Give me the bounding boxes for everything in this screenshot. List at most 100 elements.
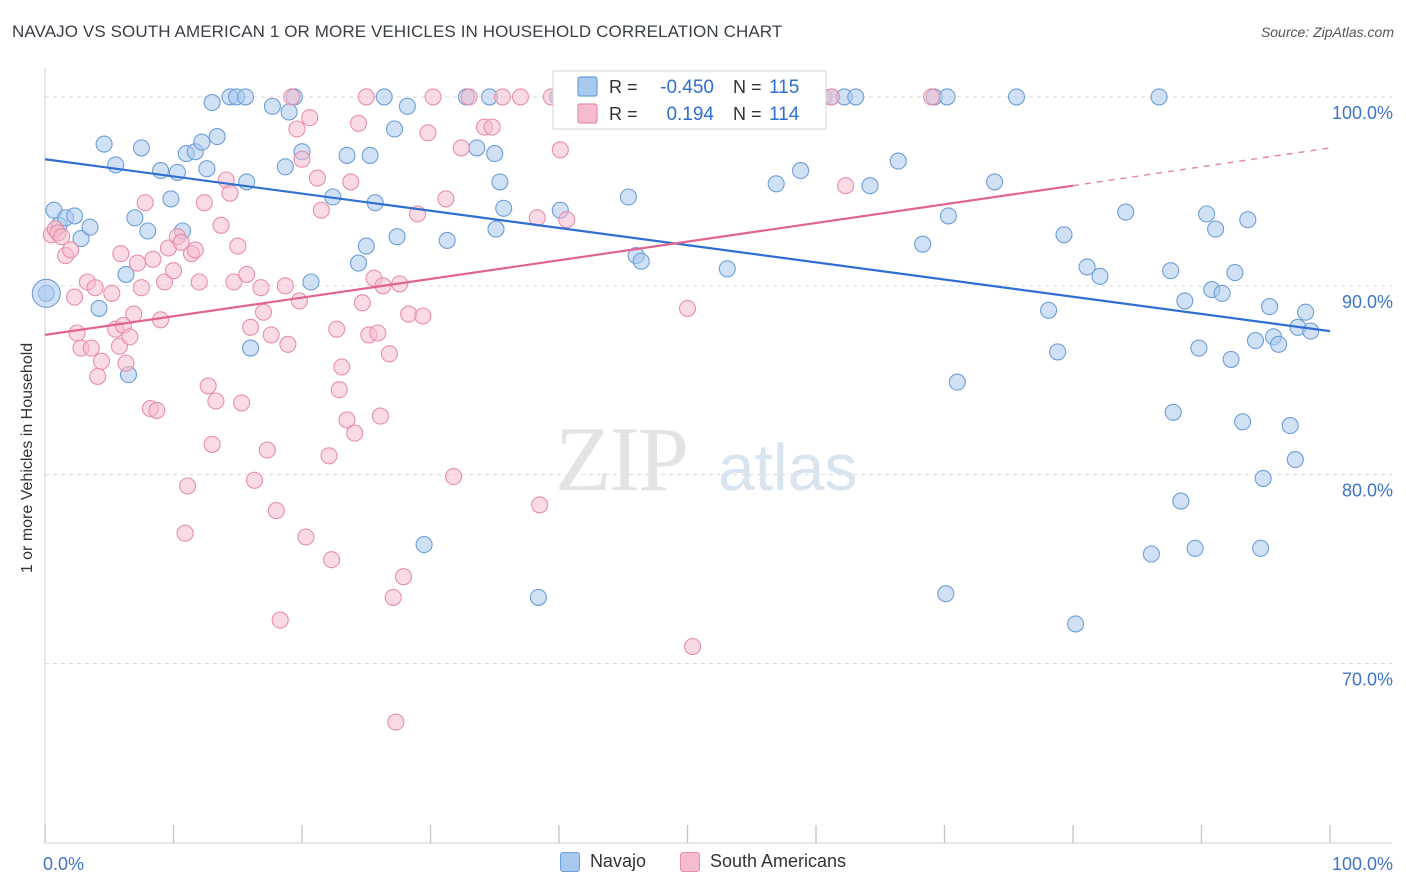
legend-r-label-navajo: R = xyxy=(609,77,638,97)
navajo-point xyxy=(486,145,504,163)
south-americans-point xyxy=(369,324,387,342)
navajo-point xyxy=(939,207,957,225)
navajo-point xyxy=(718,260,736,278)
navajo-point xyxy=(198,160,216,178)
south-americans-point xyxy=(82,339,100,357)
navajo-point xyxy=(1190,339,1208,357)
south-americans-point xyxy=(283,88,301,106)
south-americans-point xyxy=(68,324,86,342)
navajo-point xyxy=(767,175,785,193)
navajo-point xyxy=(280,103,298,121)
south-americans-point xyxy=(66,288,84,306)
south-americans-point xyxy=(229,237,247,255)
south-americans-point xyxy=(144,250,162,268)
bottom-legend-south-americans: South Americans xyxy=(679,851,847,872)
navajo-point xyxy=(81,218,99,236)
navajo-point xyxy=(263,97,281,115)
watermark-zip: ZIP xyxy=(555,408,687,510)
navajo-point xyxy=(487,220,505,238)
axes xyxy=(44,68,1392,844)
navajo-point xyxy=(495,199,513,217)
navajo-point xyxy=(415,536,433,554)
navajo-point xyxy=(914,235,932,253)
navajo-point xyxy=(90,299,108,317)
south-americans-point xyxy=(328,320,346,338)
legend-n-value-navajo: 115 xyxy=(769,77,799,98)
legend-n-label-navajo: N = xyxy=(733,77,762,97)
south-americans-point xyxy=(371,407,389,425)
navajo-point xyxy=(1067,615,1085,633)
navajo-point xyxy=(986,173,1004,191)
navajo-point xyxy=(208,128,226,146)
south-americans-point xyxy=(258,441,276,459)
navajo-point xyxy=(1239,211,1257,229)
navajo-point xyxy=(861,177,879,195)
navajo-point xyxy=(95,135,113,153)
south-americans-point xyxy=(212,216,230,234)
navajo-point xyxy=(1297,303,1315,321)
south-americans-point xyxy=(245,471,264,489)
south-americans-point xyxy=(86,279,104,297)
navajo-point xyxy=(1302,322,1320,340)
navajo-point xyxy=(1246,332,1265,350)
south-americans-point xyxy=(320,447,338,465)
south-americans-point xyxy=(117,354,135,372)
navajo-point xyxy=(1270,335,1288,353)
south-americans-point xyxy=(262,326,280,344)
navajo-point xyxy=(948,373,966,391)
navajo-point xyxy=(889,152,907,170)
south-americans-point xyxy=(164,262,183,280)
south-americans-point xyxy=(172,233,190,251)
south-americans-point xyxy=(308,169,326,187)
navajo-point xyxy=(1207,220,1225,238)
navajo-point-large xyxy=(31,278,61,308)
south-americans-point xyxy=(199,377,217,395)
navajo-point xyxy=(162,190,180,208)
south-americans-point xyxy=(923,88,941,106)
south-americans-point xyxy=(342,173,360,191)
navajo-point xyxy=(1198,205,1216,223)
legend-r-value-south: 0.194 xyxy=(666,104,714,125)
navajo-point xyxy=(1186,539,1204,557)
south-americans-point xyxy=(53,228,71,246)
south-americans-trend-line xyxy=(44,184,1074,336)
south-americans-point xyxy=(186,241,204,259)
navajo-point xyxy=(1117,203,1135,221)
navajo-point xyxy=(338,146,356,164)
south-americans-point xyxy=(384,588,402,606)
navajo-point xyxy=(1049,343,1067,361)
navajo-point xyxy=(398,97,416,115)
navajo-swatch xyxy=(559,851,580,872)
navajo-point xyxy=(1055,226,1073,244)
south-americans-point xyxy=(128,254,147,272)
south-americans-point xyxy=(437,190,455,208)
navajo-point xyxy=(937,585,955,603)
legend-n-value-south: 114 xyxy=(769,104,800,125)
navajo-point xyxy=(1213,284,1231,302)
south-americans-point xyxy=(301,109,319,127)
navajo-point xyxy=(1142,545,1160,563)
navajo-point xyxy=(72,230,90,248)
navajo-point xyxy=(302,273,320,291)
watermark-atlas: atlas xyxy=(718,430,857,504)
navajo-point xyxy=(1252,539,1270,557)
south-americans-legend-label: South Americans xyxy=(709,851,847,871)
south-americans-point xyxy=(551,141,569,159)
navajo-point xyxy=(1172,492,1190,510)
navajo-series xyxy=(31,88,1320,633)
navajo-point xyxy=(1078,258,1096,276)
south-americans-point xyxy=(254,303,273,321)
navajo-point xyxy=(193,133,211,151)
navajo-point xyxy=(1150,88,1168,106)
navajo-point xyxy=(468,139,486,157)
x-tick-label: 100.0% xyxy=(1332,854,1393,874)
navajo-point xyxy=(491,173,509,191)
navajo-point xyxy=(1164,403,1182,421)
navajo-point xyxy=(276,158,294,176)
south-americans-point xyxy=(387,713,405,731)
south-americans-point xyxy=(238,265,256,283)
south-americans-trend-extension xyxy=(1072,147,1331,187)
navajo-point xyxy=(1281,417,1299,435)
south-americans-point xyxy=(837,177,855,195)
